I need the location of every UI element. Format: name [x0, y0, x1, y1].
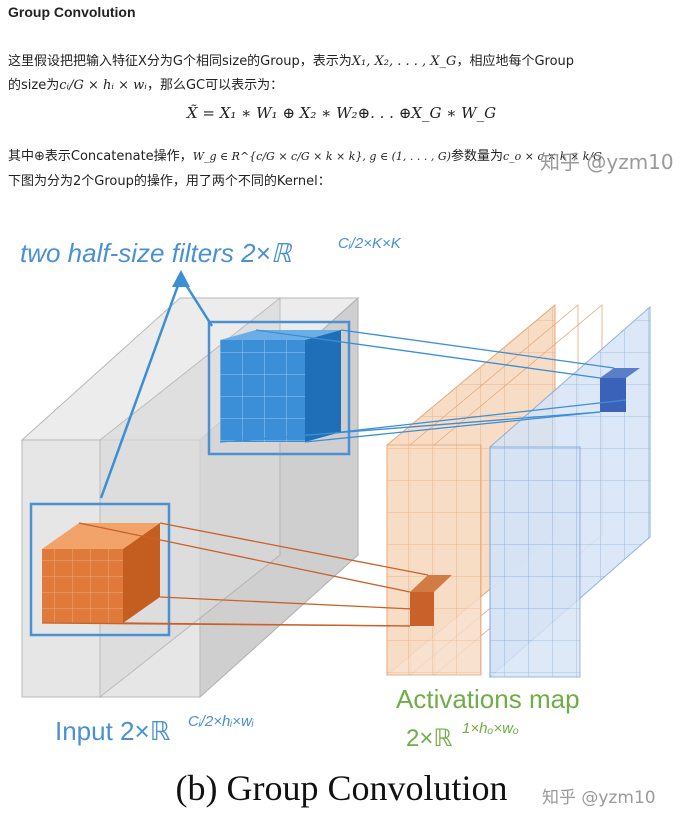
text: 参数量为 [450, 149, 503, 164]
arrow-head [172, 270, 190, 287]
math-inline: X₁, X₂, . . . , X_G [351, 54, 457, 69]
input-label-superscript: Cᵢ/2×hᵢ×wᵢ [188, 713, 255, 730]
filter-cube-orange [42, 523, 160, 623]
figure-caption: (b) Group Convolution [175, 768, 508, 808]
input-label: Input 2×ℝ [55, 716, 171, 746]
equation: X̃ = X₁ ∗ W₁ ⊕ X₂ ∗ W₂⊕. . . ⊕X_G ∗ W_G [186, 104, 497, 122]
paragraph-line-4: 下图为分为2个Group的操作，用了两个不同的Kernel： [8, 174, 331, 189]
text: 这里假设把把输入特征X分为G个相同size的Group，表示为 [8, 54, 352, 69]
activation-formula-superscript: 1×hₒ×wₒ [462, 720, 519, 737]
filters-label: two half-size filters 2×ℝ [20, 238, 293, 268]
watermark: 知乎 @yzm10 [540, 150, 674, 174]
math-inline: c_o × c × k × k/G [502, 150, 602, 163]
text: 其中⊕表示Concatenate操作， [8, 149, 193, 164]
text: ，相应地每个Group [456, 54, 575, 69]
section-heading: Group Convolution [8, 4, 136, 20]
activation-label: Activations map [396, 684, 580, 714]
filter-highlight-box-blue [207, 320, 351, 456]
arrow-to-filter-label [99, 276, 183, 499]
filter-highlight-box-orange [29, 502, 171, 637]
paragraph-line-3: 其中⊕表示Concatenate操作，W_g ∈ R^{c/G × c/G × … [8, 145, 602, 164]
watermark: 知乎 @yzm10 [542, 788, 656, 808]
projection-lines-blue [219, 329, 627, 443]
paragraph-line-1: 这里假设把把输入特征X分为G个相同size的Group，表示为X₁, X₂, .… [8, 50, 574, 69]
activation-formula: 2×ℝ [406, 725, 452, 752]
filters-label-superscript: Cᵢ/2×K×K [338, 235, 402, 252]
paragraph-line-2: 的size为cᵢ/G × hᵢ × wᵢ，那么GC可以表示为： [8, 74, 283, 93]
text: 的size为 [8, 78, 60, 93]
filter-cube-blue [220, 330, 341, 442]
math-inline: W_g ∈ R^{c/G × c/G × k × k}, g ∈ (1, . .… [192, 150, 451, 163]
output-cell-blue [600, 368, 640, 412]
math-inline: cᵢ/G × hᵢ × wᵢ [59, 78, 147, 93]
text: ，那么GC可以表示为： [146, 78, 284, 93]
projection-lines-orange [41, 522, 435, 627]
